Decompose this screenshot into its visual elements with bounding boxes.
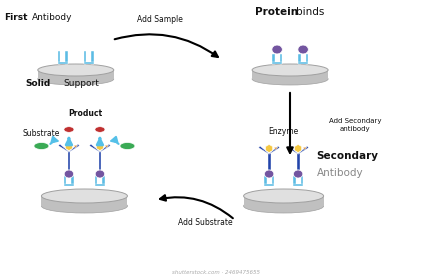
FancyBboxPatch shape <box>38 70 114 79</box>
FancyBboxPatch shape <box>244 196 323 206</box>
Bar <box>64 176 66 186</box>
Bar <box>297 153 300 169</box>
Text: Protein: Protein <box>255 7 298 17</box>
Ellipse shape <box>244 199 323 213</box>
Bar <box>272 62 282 64</box>
Polygon shape <box>288 146 298 154</box>
Bar <box>264 184 274 186</box>
Bar <box>68 151 70 169</box>
Bar <box>65 51 68 64</box>
Bar <box>264 176 267 186</box>
Bar <box>293 176 296 186</box>
Polygon shape <box>274 147 278 150</box>
Bar <box>64 184 74 186</box>
Ellipse shape <box>34 143 49 150</box>
Ellipse shape <box>38 64 114 76</box>
Ellipse shape <box>38 73 114 85</box>
Bar <box>301 176 303 186</box>
Text: binds: binds <box>296 7 324 17</box>
Bar <box>298 54 301 64</box>
Polygon shape <box>269 146 280 154</box>
Ellipse shape <box>252 73 328 85</box>
Text: Antibody: Antibody <box>317 168 363 178</box>
Polygon shape <box>303 147 307 150</box>
Text: Support: Support <box>63 78 99 87</box>
Polygon shape <box>97 143 103 151</box>
Ellipse shape <box>294 170 303 178</box>
Bar <box>58 51 60 64</box>
Polygon shape <box>105 145 109 148</box>
Bar <box>84 62 94 64</box>
Text: First: First <box>4 13 28 22</box>
Text: shutterstock.com · 2469475655: shutterstock.com · 2469475655 <box>172 270 260 275</box>
Text: Add Substrate: Add Substrate <box>178 218 233 227</box>
Ellipse shape <box>42 189 127 203</box>
Bar <box>58 62 68 64</box>
Text: Product: Product <box>68 109 103 118</box>
Bar <box>298 62 308 64</box>
Text: Add Secondary
antibody: Add Secondary antibody <box>329 118 381 132</box>
Bar <box>268 153 271 169</box>
Ellipse shape <box>42 199 127 213</box>
Polygon shape <box>69 144 79 152</box>
Bar <box>280 54 282 64</box>
Polygon shape <box>90 144 100 152</box>
Text: Antibody: Antibody <box>32 13 72 22</box>
Ellipse shape <box>265 170 274 178</box>
Ellipse shape <box>298 45 308 54</box>
Polygon shape <box>298 146 309 154</box>
Ellipse shape <box>95 127 105 132</box>
FancyBboxPatch shape <box>42 196 127 206</box>
Ellipse shape <box>272 45 282 54</box>
Bar <box>95 176 97 186</box>
Bar <box>71 176 74 186</box>
Polygon shape <box>100 144 110 152</box>
Ellipse shape <box>120 143 135 150</box>
Polygon shape <box>65 143 72 151</box>
Bar <box>306 54 308 64</box>
Polygon shape <box>294 144 301 153</box>
FancyBboxPatch shape <box>252 70 328 79</box>
Ellipse shape <box>64 127 74 132</box>
Bar <box>95 184 105 186</box>
Polygon shape <box>266 144 273 153</box>
Polygon shape <box>259 146 269 154</box>
Text: Substrate: Substrate <box>23 129 60 138</box>
Bar <box>99 151 101 169</box>
Bar <box>91 51 94 64</box>
Bar <box>272 54 275 64</box>
Ellipse shape <box>244 189 323 203</box>
Bar <box>103 176 105 186</box>
Text: Enzyme: Enzyme <box>268 127 299 136</box>
Bar <box>84 51 86 64</box>
Bar <box>271 176 274 186</box>
Ellipse shape <box>64 170 74 178</box>
Text: Add Sample: Add Sample <box>137 15 183 24</box>
Text: Secondary: Secondary <box>317 151 378 161</box>
Polygon shape <box>74 145 78 148</box>
Polygon shape <box>58 144 69 152</box>
Text: Solid: Solid <box>26 78 51 87</box>
Ellipse shape <box>95 170 105 178</box>
Ellipse shape <box>252 64 328 76</box>
Bar <box>293 184 303 186</box>
